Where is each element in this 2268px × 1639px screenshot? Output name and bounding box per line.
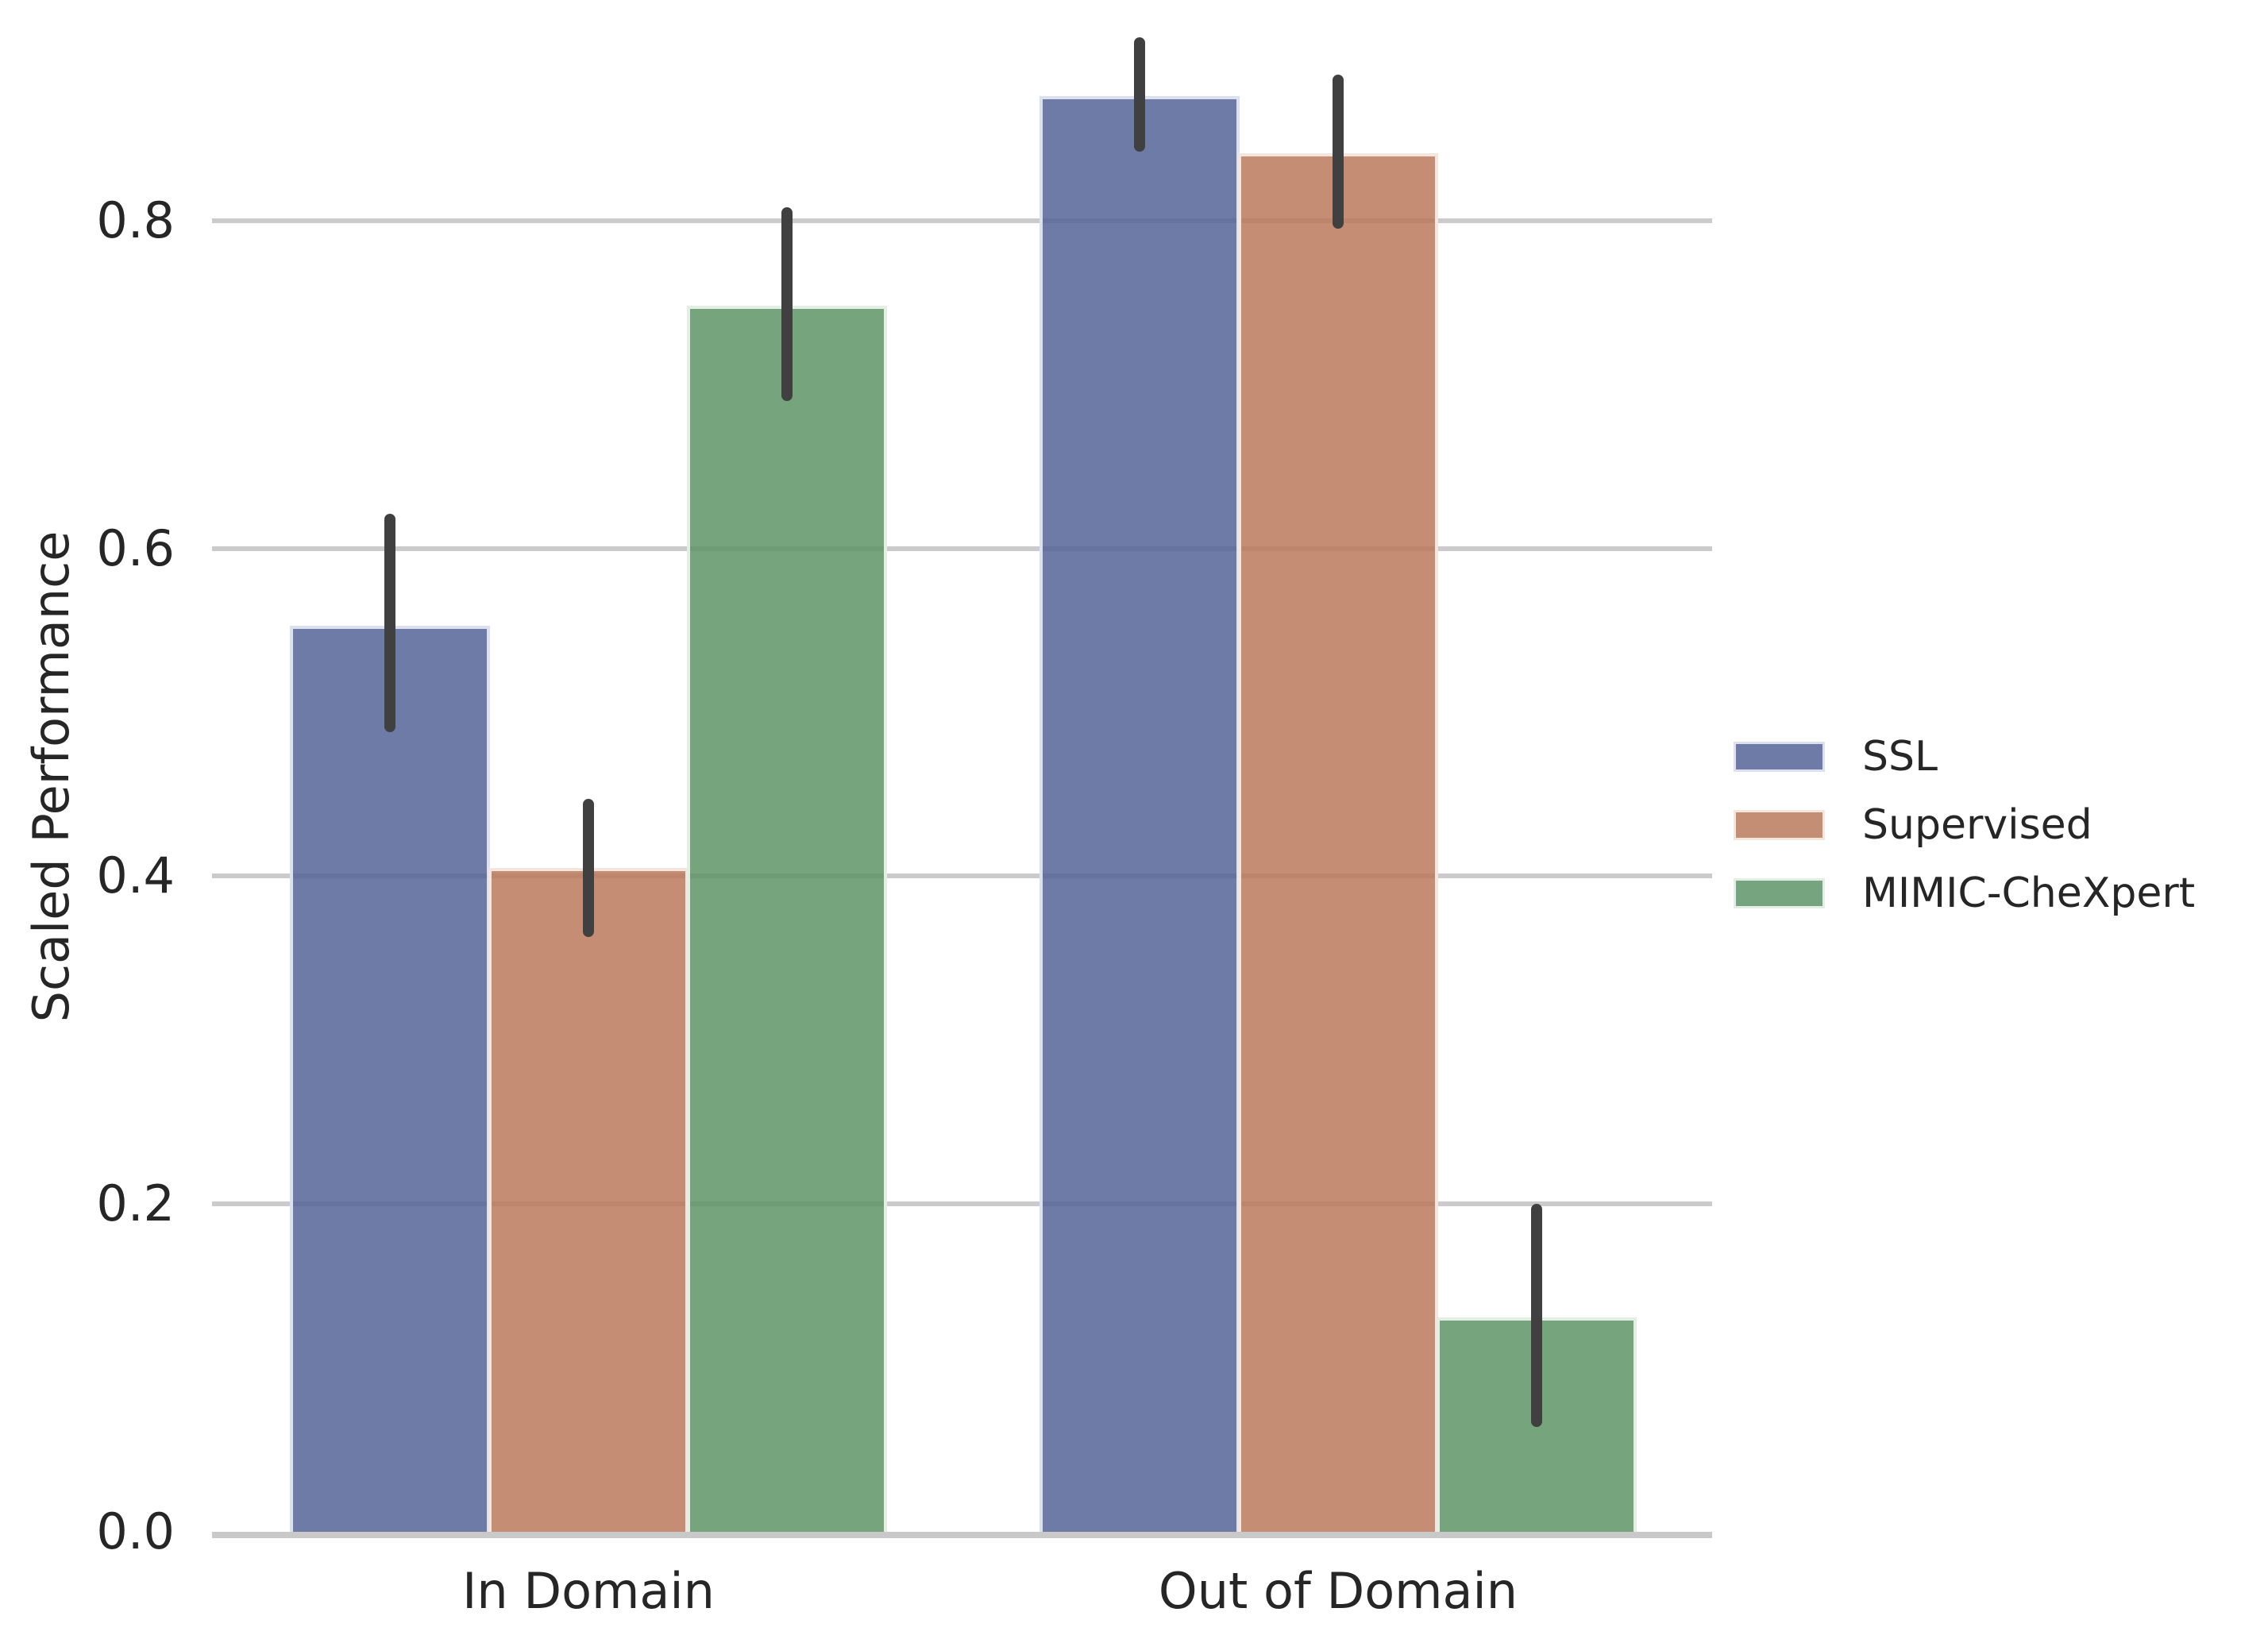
x-axis-baseline — [212, 1532, 1712, 1538]
y-tick-label: 0.8 — [96, 191, 175, 249]
x-tick-label-out-of-domain: Out of Domain — [1158, 1562, 1518, 1620]
bar-supervised-out-of-domain — [1238, 153, 1438, 1532]
gridline — [212, 873, 1712, 879]
legend-label-ssl: SSL — [1862, 733, 1938, 781]
legend-swatch-ssl — [1734, 742, 1825, 772]
bar-mimic-chexpert-in-domain — [687, 306, 887, 1532]
errorbar-mimic-chexpert-in-domain — [781, 207, 793, 401]
legend: SSL Supervised MIMIC-CheXpert — [1734, 736, 2195, 947]
y-tick-label: 0.6 — [96, 519, 175, 577]
y-tick-label: 0.4 — [96, 846, 175, 905]
bar-ssl-in-domain — [290, 625, 490, 1532]
y-tick-label: 0.2 — [96, 1174, 175, 1233]
gridline — [212, 218, 1712, 223]
legend-row-supervised: Supervised — [1734, 804, 2195, 846]
errorbar-ssl-in-domain — [384, 514, 395, 732]
legend-row-ssl: SSL — [1734, 736, 2195, 777]
legend-label-supervised: Supervised — [1862, 801, 2092, 849]
legend-label-mimic-chexpert: MIMIC-CheXpert — [1862, 870, 2196, 917]
gridline — [212, 546, 1712, 551]
legend-swatch-mimic-chexpert — [1734, 878, 1825, 908]
y-axis-label: Scaled Performance — [22, 530, 80, 1023]
errorbar-mimic-chexpert-out-of-domain — [1531, 1204, 1542, 1427]
errorbar-ssl-out-of-domain — [1134, 37, 1145, 152]
legend-swatch-supervised — [1734, 810, 1825, 840]
bar-ssl-out-of-domain — [1040, 95, 1240, 1532]
gridline — [212, 1201, 1712, 1207]
bar-supervised-in-domain — [488, 868, 688, 1532]
errorbar-supervised-in-domain — [583, 799, 594, 937]
errorbar-supervised-out-of-domain — [1333, 75, 1344, 229]
y-tick-label: 0.0 — [96, 1502, 175, 1560]
legend-row-mimic-chexpert: MIMIC-CheXpert — [1734, 873, 2195, 914]
x-tick-label-in-domain: In Domain — [462, 1562, 715, 1620]
